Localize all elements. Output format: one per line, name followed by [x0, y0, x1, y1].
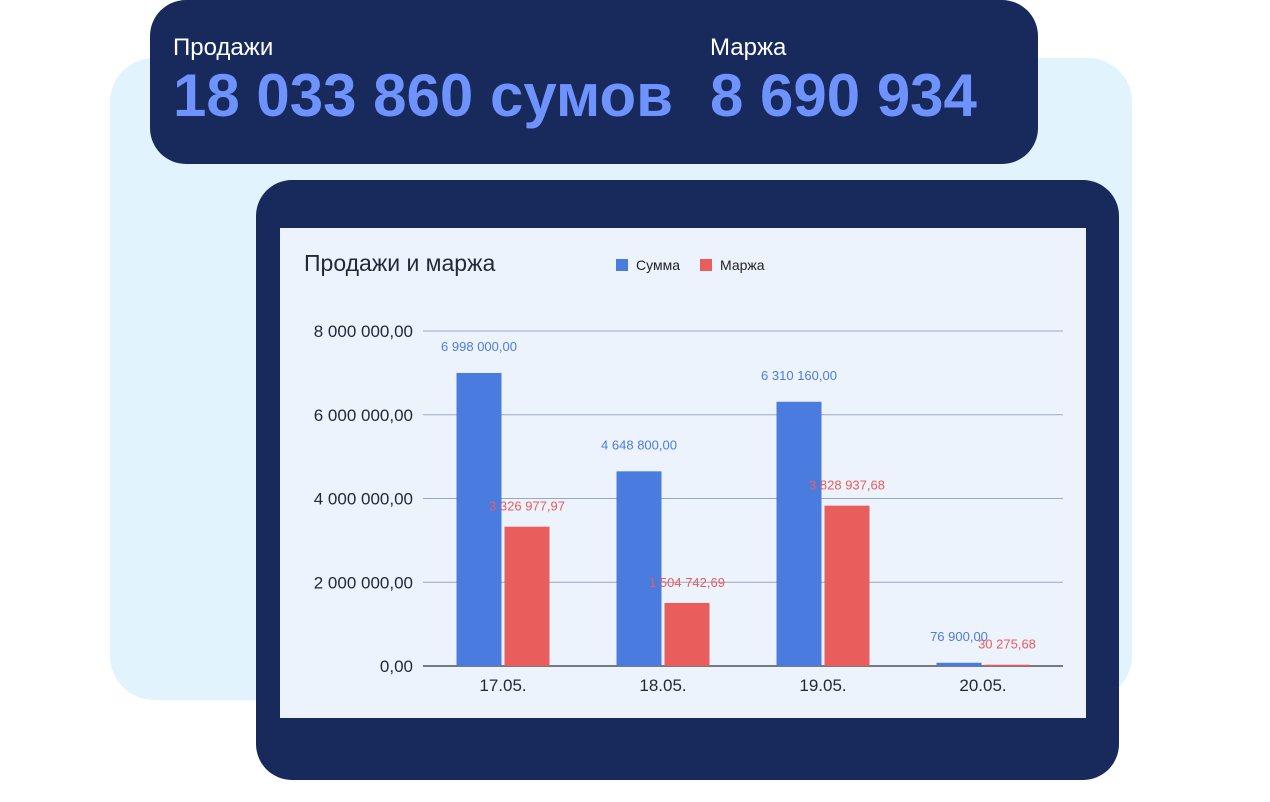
x-tick-label-2: 19.05.	[799, 676, 846, 695]
data-label-margin-3: 30 275,68	[978, 637, 1036, 652]
data-label-sum-1: 4 648 800,00	[601, 437, 677, 452]
stats-card: Продажи 18 033 860 сумов Маржа 8 690 934	[150, 0, 1038, 164]
sales-label: Продажи	[173, 34, 274, 61]
y-tick-label-1: 2 000 000,00	[314, 573, 413, 592]
sales-stat: Продажи 18 033 860 сумов	[173, 34, 673, 130]
chart-card: Продажи и маржа Сумма Маржа 0,00 2 000 00…	[256, 180, 1119, 780]
y-tick-label-4: 8 000 000,00	[314, 322, 413, 341]
bar-margin-0	[504, 526, 550, 666]
sales-value: 18 033 860 сумов	[173, 62, 674, 129]
data-label-sum-2: 6 310 160,00	[761, 368, 837, 383]
x-tick-label-3: 20.05.	[959, 676, 1006, 695]
legend-item-margin[interactable]: Маржа	[700, 257, 765, 273]
data-label-margin-0: 3 326 977,97	[489, 499, 565, 514]
chart-title: Продажи и маржа	[304, 250, 496, 276]
legend-swatch-margin	[700, 259, 712, 271]
y-tick-label-2: 4 000 000,00	[314, 490, 413, 509]
margin-value: 8 690 934	[710, 62, 977, 129]
bar-chart: 0,00 2 000 000,00 4 000 000,00 6 000 000,00…	[314, 322, 1063, 695]
bar-margin-3	[984, 664, 1030, 666]
data-label-margin-1: 1 504 742,69	[649, 575, 725, 590]
bar-margin-2	[824, 505, 870, 666]
data-label-sum-3: 76 900,00	[930, 629, 988, 644]
margin-stat: Маржа 8 690 934	[710, 34, 977, 130]
bar-margin-1	[664, 602, 710, 666]
chart-legend: Сумма Маржа	[616, 257, 765, 273]
chart-area: Продажи и маржа Сумма Маржа 0,00 2 000 00…	[280, 228, 1086, 718]
y-tick-label-0: 0,00	[380, 657, 413, 676]
data-label-sum-0: 6 998 000,00	[441, 339, 517, 354]
x-tick-label-0: 17.05.	[479, 676, 526, 695]
data-label-margin-2: 3 828 937,68	[809, 478, 885, 493]
legend-label-sum: Сумма	[636, 257, 680, 273]
x-tick-label-1: 18.05.	[639, 676, 686, 695]
bar-sum-2	[776, 401, 822, 666]
legend-label-margin: Маржа	[720, 257, 765, 273]
legend-item-sum[interactable]: Сумма	[616, 257, 680, 273]
margin-label: Маржа	[710, 34, 787, 61]
y-tick-label-3: 6 000 000,00	[314, 406, 413, 425]
bar-sum-3	[936, 662, 982, 666]
legend-swatch-sum	[616, 259, 628, 271]
bar-sum-1	[616, 471, 662, 666]
bar-sum-0	[456, 372, 502, 666]
